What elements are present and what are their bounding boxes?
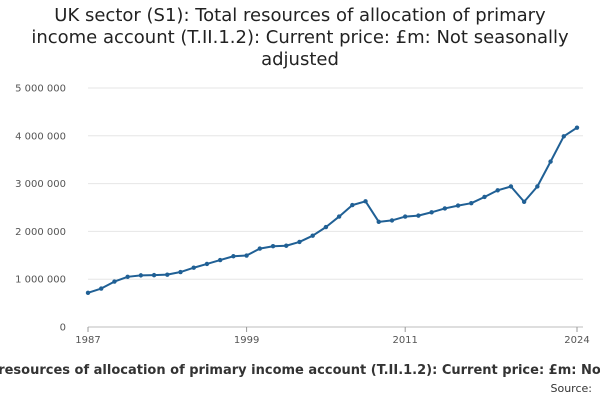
y-tick-label: 3 000 000 [15, 179, 66, 190]
data-point [204, 261, 210, 267]
data-point [178, 269, 183, 275]
data-point [99, 286, 104, 291]
y-tick-label: 5 000 000 [15, 84, 66, 95]
data-point [257, 246, 263, 251]
legend: UK sector (S1): Total resources of alloc… [0, 363, 600, 381]
data-point [350, 202, 355, 208]
data-point [429, 210, 434, 215]
data-point [363, 199, 368, 204]
data-point [508, 184, 514, 189]
data-point [165, 272, 170, 277]
data-point [284, 243, 289, 248]
data-point [323, 224, 329, 230]
data-point [561, 134, 566, 139]
legend-label: UK sector (S1): Total resources of alloc… [0, 363, 600, 378]
x-tick-label: 2024 [564, 335, 589, 346]
y-axis: 0 1 000 000 2 000 000 3 000 000 4 000 000 5 0… [15, 84, 66, 334]
data-point [482, 194, 487, 200]
data-point [244, 253, 249, 258]
series-line [87, 126, 578, 294]
data-point [389, 218, 395, 223]
data-point [270, 244, 276, 249]
y-tick-label: 2 000 000 [15, 227, 66, 238]
data-point [85, 290, 91, 296]
chart-title: UK sector (S1): Total resources of alloc… [31, 5, 569, 70]
x-tick-label: 1987 [75, 335, 100, 346]
data-point [442, 206, 448, 211]
data-point [495, 188, 500, 193]
data-series [85, 125, 580, 296]
y-tick-label: 1 000 000 [15, 275, 66, 286]
source-label: Source: [550, 382, 593, 395]
y-tick-label: 4 000 000 [15, 131, 66, 142]
data-point [125, 274, 130, 280]
data-point [310, 233, 315, 238]
data-point [231, 254, 236, 259]
x-axis: 1987 1999 2011 2024 [75, 327, 590, 346]
data-point [191, 265, 196, 270]
data-point [416, 213, 421, 218]
data-point [402, 214, 408, 219]
data-point [217, 257, 223, 263]
data-point [574, 125, 580, 130]
data-point [151, 272, 157, 278]
data-point [138, 273, 144, 278]
data-point [336, 214, 342, 219]
data-point [297, 239, 302, 245]
data-point [455, 203, 461, 208]
x-tick-label: 2011 [392, 335, 417, 346]
data-point [548, 159, 553, 164]
data-point [469, 200, 474, 206]
data-point [112, 279, 117, 284]
gridlines [88, 87, 583, 328]
x-tick-label: 1999 [234, 335, 259, 346]
data-point [535, 184, 540, 189]
data-point [521, 199, 527, 204]
data-point [376, 219, 381, 225]
y-tick-label: 0 [60, 323, 66, 334]
